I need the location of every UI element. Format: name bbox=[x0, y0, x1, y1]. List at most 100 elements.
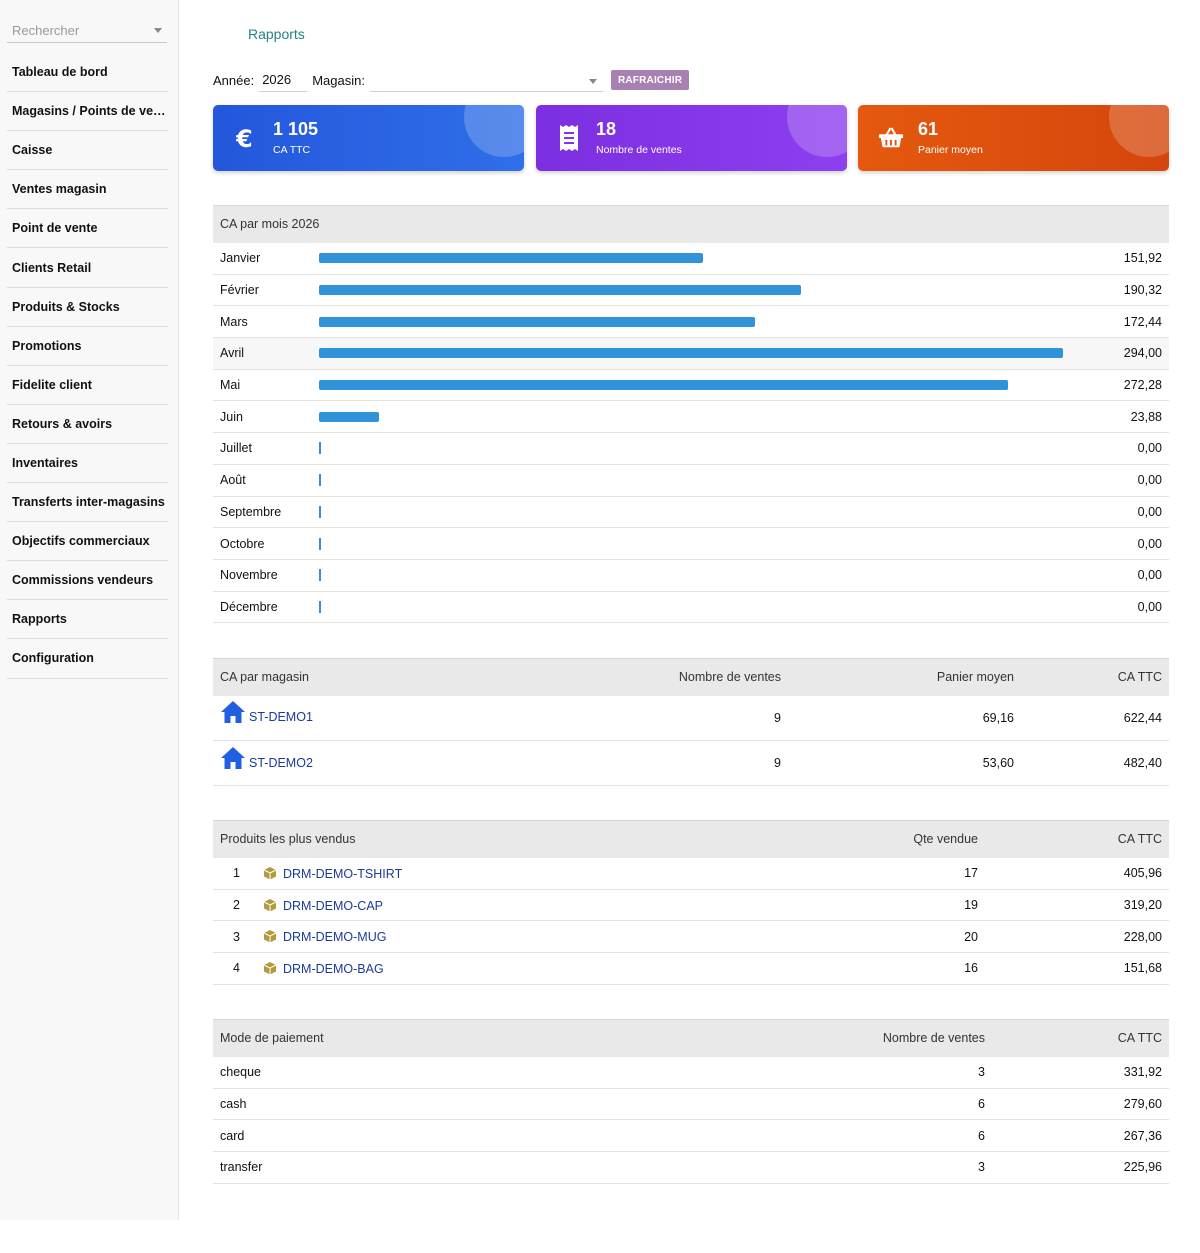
store-link[interactable]: ST-DEMO2 bbox=[220, 746, 313, 770]
breadcrumb[interactable]: Rapports bbox=[248, 26, 305, 42]
box-icon bbox=[263, 961, 277, 975]
product-cell: DRM-DEMO-MUG bbox=[247, 920, 855, 954]
product-link[interactable]: DRM-DEMO-BAG bbox=[283, 961, 384, 976]
store-icon bbox=[221, 746, 245, 769]
table-row: Décembre 0,00 bbox=[213, 591, 1169, 624]
table-row: card 6 267,36 bbox=[213, 1119, 1169, 1153]
bar-cell bbox=[319, 242, 1079, 275]
table-row: Mai 272,28 bbox=[213, 369, 1169, 402]
store-label: Magasin: bbox=[312, 72, 365, 88]
month-label: Avril bbox=[213, 337, 319, 370]
table-row: cheque 3 331,92 bbox=[213, 1056, 1169, 1089]
store-cell: ST-DEMO2 bbox=[213, 740, 623, 786]
payment-count: 6 bbox=[833, 1088, 992, 1121]
store-link[interactable]: ST-DEMO1 bbox=[220, 701, 313, 725]
revenue-bar bbox=[319, 600, 321, 613]
store-icon bbox=[221, 701, 245, 724]
store-sales: 9 bbox=[623, 740, 788, 786]
payment-ca: 225,96 bbox=[992, 1151, 1169, 1184]
chevron-down-icon[interactable] bbox=[588, 78, 597, 84]
sidebar-item-point-de-vente[interactable]: Point de vente bbox=[7, 209, 168, 249]
bar-cell bbox=[319, 559, 1079, 592]
revenue-bar bbox=[319, 474, 321, 487]
table-row: Février 190,32 bbox=[213, 274, 1169, 307]
column-header: Produits les plus vendus bbox=[213, 820, 855, 858]
euro-icon: € bbox=[233, 122, 259, 154]
sidebar-item-promotions[interactable]: Promotions bbox=[7, 327, 168, 366]
kpi-value: 18 bbox=[596, 119, 617, 139]
search-box[interactable] bbox=[7, 18, 167, 43]
bar-cell bbox=[319, 274, 1079, 307]
month-label: Mars bbox=[213, 305, 319, 339]
product-link[interactable]: DRM-DEMO-CAP bbox=[283, 898, 383, 913]
sidebar-item-commissions[interactable]: Commissions vendeurs bbox=[7, 561, 168, 601]
sidebar-item-produits-stocks[interactable]: Produits & Stocks bbox=[7, 288, 168, 327]
store-name[interactable]: ST-DEMO1 bbox=[249, 710, 313, 725]
month-value: 23,88 bbox=[1079, 400, 1169, 434]
year-input[interactable] bbox=[259, 68, 308, 92]
month-value: 172,44 bbox=[1079, 305, 1169, 339]
payment-mode: transfer bbox=[213, 1151, 833, 1184]
sidebar-item-retours-avoirs[interactable]: Retours & avoirs bbox=[7, 405, 168, 444]
revenue-bar bbox=[319, 348, 1063, 359]
sidebar-item-label: Magasins / Points de vente bbox=[12, 104, 168, 119]
sidebar-item-caisse[interactable]: Caisse bbox=[7, 131, 168, 171]
refresh-button[interactable]: RAFRAICHIR bbox=[610, 70, 690, 90]
sidebar-item-label: Inventaires bbox=[12, 455, 79, 470]
sidebar-item-objectifs[interactable]: Objectifs commerciaux bbox=[7, 522, 168, 562]
month-label: Février bbox=[213, 274, 319, 307]
sidebar-item-label: Fidelite client bbox=[12, 377, 92, 392]
product-qty: 20 bbox=[855, 920, 985, 954]
sidebar-item-label: Promotions bbox=[12, 338, 82, 353]
month-value: 0,00 bbox=[1079, 559, 1169, 592]
receipt-icon bbox=[556, 122, 582, 154]
month-value: 190,32 bbox=[1079, 274, 1169, 307]
sidebar-item-fidelite-client[interactable]: Fidelite client bbox=[7, 366, 168, 405]
top-products-table: Produits les plus vendus Qte vendue CA T… bbox=[213, 820, 1169, 985]
search-input[interactable] bbox=[7, 18, 145, 42]
bar-cell bbox=[319, 591, 1079, 624]
month-label: Juin bbox=[213, 400, 319, 434]
column-header: Panier moyen bbox=[788, 658, 1021, 696]
product-ca: 228,00 bbox=[985, 920, 1169, 954]
sidebar-item-magasins[interactable]: Magasins / Points de vente bbox=[7, 92, 168, 132]
column-header: Nombre de ventes bbox=[833, 1019, 992, 1057]
sidebar-item-label: Transferts inter-magasins bbox=[12, 495, 165, 510]
sidebar-item-clients-retail[interactable]: Clients Retail bbox=[7, 248, 168, 288]
sidebar-item-label: Ventes magasin bbox=[12, 182, 107, 197]
month-label: Octobre bbox=[213, 527, 319, 560]
store-name[interactable]: ST-DEMO2 bbox=[249, 755, 313, 770]
column-header: CA TTC bbox=[992, 1019, 1169, 1057]
sidebar-menu: Tableau de bord Magasins / Points de ven… bbox=[7, 53, 168, 679]
product-link[interactable]: DRM-DEMO-MUG bbox=[283, 930, 387, 945]
sidebar-item-configuration[interactable]: Configuration bbox=[7, 639, 168, 679]
store-revenue-table: CA par magasin Nombre de ventes Panier m… bbox=[213, 658, 1169, 786]
product-link[interactable]: DRM-DEMO-TSHIRT bbox=[283, 866, 403, 881]
bar-cell bbox=[319, 496, 1079, 529]
sidebar-item-tableau-de-bord[interactable]: Tableau de bord bbox=[7, 53, 168, 93]
month-label: Décembre bbox=[213, 591, 319, 624]
product-cell: DRM-DEMO-TSHIRT bbox=[247, 857, 855, 890]
sidebar-item-inventaires[interactable]: Inventaires bbox=[7, 444, 168, 484]
column-header: Qte vendue bbox=[855, 820, 985, 858]
revenue-bar bbox=[319, 285, 801, 296]
table-row: Juin 23,88 bbox=[213, 400, 1169, 434]
sidebar-item-label: Caisse bbox=[12, 143, 53, 158]
svg-text:€: € bbox=[236, 126, 253, 150]
sidebar-item-label: Configuration bbox=[12, 651, 94, 666]
product-rank: 3 bbox=[213, 920, 247, 954]
sidebar-item-rapports[interactable]: Rapports bbox=[7, 600, 168, 640]
table-row: 4 DRM-DEMO-BAG 16 151,68 bbox=[213, 952, 1169, 985]
chevron-down-icon[interactable] bbox=[154, 28, 162, 33]
table-row: Octobre 0,00 bbox=[213, 527, 1169, 560]
sidebar-item-ventes-magasin[interactable]: Ventes magasin bbox=[7, 170, 168, 210]
sidebar-item-label: Commissions vendeurs bbox=[12, 573, 154, 588]
monthly-revenue-table: CA par mois 2026 Janvier 151,92 Février 19… bbox=[213, 205, 1169, 624]
payment-ca: 267,36 bbox=[992, 1119, 1169, 1153]
store-cell: ST-DEMO1 bbox=[213, 695, 623, 741]
store-select[interactable] bbox=[369, 69, 603, 92]
table-row: ST-DEMO2 9 53,60 482,40 bbox=[213, 740, 1169, 786]
sidebar-item-transferts[interactable]: Transferts inter-magasins bbox=[7, 483, 168, 523]
month-label: Janvier bbox=[213, 242, 319, 275]
revenue-bar bbox=[319, 505, 321, 518]
